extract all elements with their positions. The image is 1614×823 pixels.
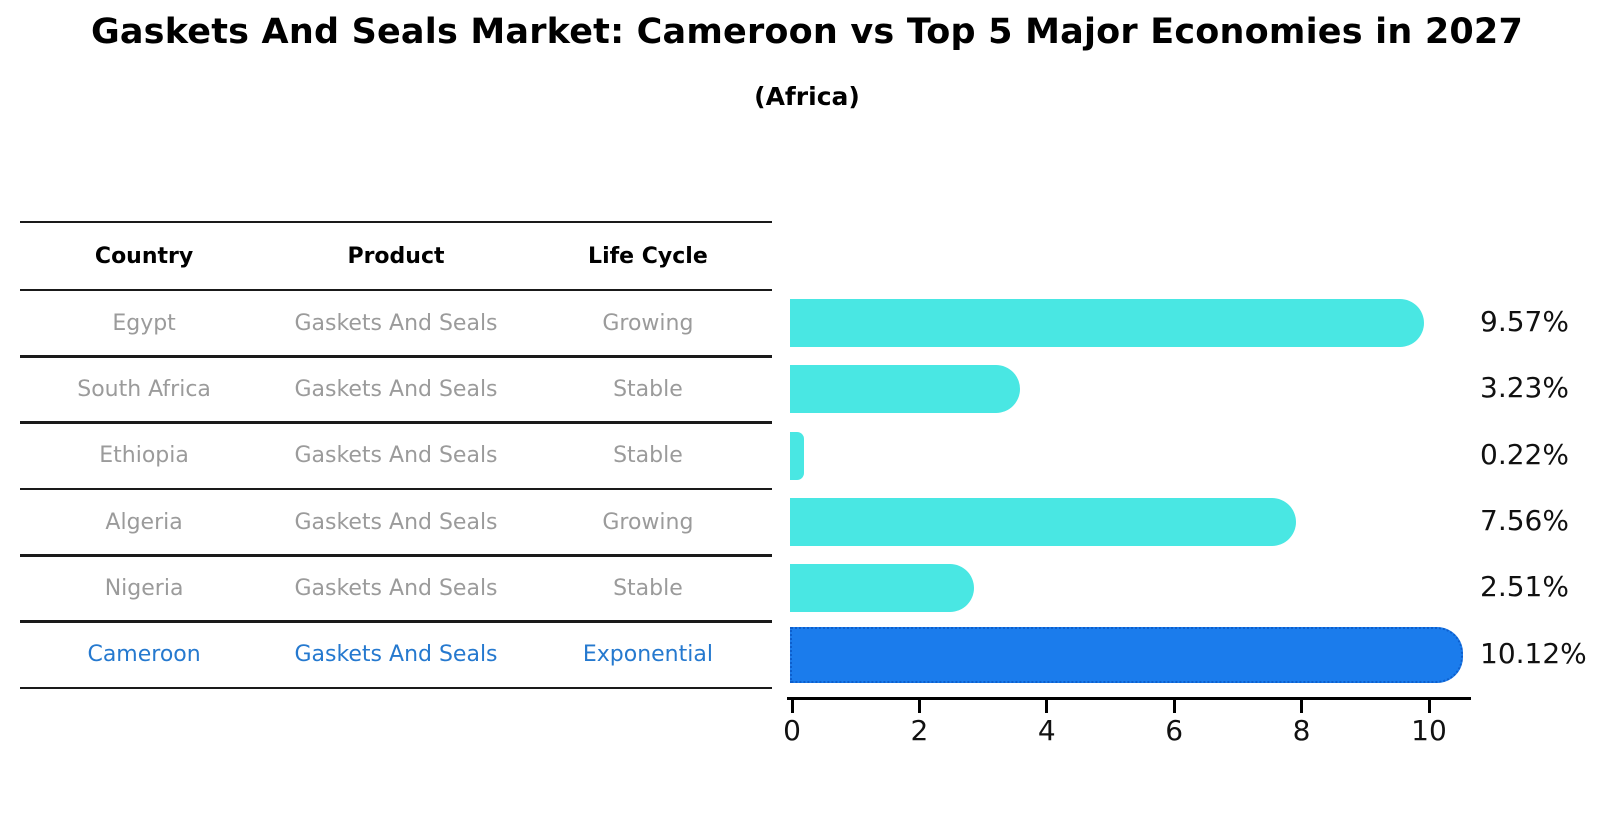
column-header-country: Country bbox=[94, 243, 194, 269]
x-axis-tick-label: 0 bbox=[783, 714, 801, 747]
x-axis-tick-label: 10 bbox=[1411, 714, 1447, 747]
x-axis-tick bbox=[917, 700, 921, 713]
bar-ethiopia bbox=[790, 431, 804, 480]
cell-life-cycle: Stable bbox=[613, 575, 683, 601]
cell-product: Gaskets And Seals bbox=[294, 509, 498, 535]
x-axis-tick bbox=[790, 700, 794, 713]
x-axis-tick bbox=[1300, 700, 1304, 713]
x-axis-tick-label: 2 bbox=[910, 714, 929, 747]
chart-subtitle: (Africa) bbox=[754, 82, 860, 111]
bar-value-label: 7.56% bbox=[1480, 504, 1569, 538]
table-top-rule bbox=[20, 220, 772, 224]
cell-life-cycle: Stable bbox=[613, 443, 683, 469]
cell-product: Gaskets And Seals bbox=[294, 443, 498, 469]
chart-title: Gaskets And Seals Market: Cameroon vs To… bbox=[90, 12, 1524, 52]
cell-country: Cameroon bbox=[87, 642, 201, 668]
cell-product: Gaskets And Seals bbox=[294, 642, 498, 668]
bar-value-label: 3.23% bbox=[1480, 371, 1569, 405]
cell-product: Gaskets And Seals bbox=[294, 310, 498, 336]
x-axis-tick-label: 6 bbox=[1165, 714, 1184, 747]
cell-product: Gaskets And Seals bbox=[294, 575, 498, 601]
x-axis-tick bbox=[1045, 700, 1049, 713]
bar-nigeria bbox=[790, 564, 974, 613]
table-row-ethiopia: Ethiopia Gaskets And Seals Stable bbox=[20, 423, 772, 489]
cell-life-cycle: Exponential bbox=[582, 642, 713, 668]
cell-country: Algeria bbox=[105, 509, 183, 535]
x-axis-tick-label: 8 bbox=[1292, 714, 1311, 747]
bar-south-africa bbox=[790, 365, 1020, 414]
bar-value-label: 10.12% bbox=[1480, 636, 1587, 670]
cell-life-cycle: Growing bbox=[602, 310, 694, 336]
table-bottom-rule bbox=[20, 686, 772, 690]
bar-egypt bbox=[790, 299, 1424, 348]
bar-value-label: 2.51% bbox=[1480, 570, 1569, 604]
table-row-south-africa: South Africa Gaskets And Seals Stable bbox=[20, 356, 772, 422]
x-axis-tick-label: 4 bbox=[1037, 714, 1056, 747]
bar-value-label: 0.22% bbox=[1480, 437, 1569, 471]
table-row-rule bbox=[20, 487, 772, 491]
cell-country: Nigeria bbox=[104, 575, 184, 601]
x-axis-spine bbox=[787, 697, 1471, 700]
cell-life-cycle: Stable bbox=[613, 376, 683, 402]
bar-cameroon bbox=[790, 626, 1463, 683]
cell-life-cycle: Growing bbox=[602, 509, 694, 535]
cell-country: Ethiopia bbox=[99, 443, 189, 469]
cell-product: Gaskets And Seals bbox=[294, 376, 498, 402]
table-row-rule bbox=[20, 288, 772, 292]
table-row-algeria: Algeria Gaskets And Seals Growing bbox=[20, 489, 772, 555]
column-header-life-cycle: Life Cycle bbox=[588, 243, 708, 269]
table-row-cameroon: Cameroon Gaskets And Seals Exponential bbox=[20, 622, 772, 688]
table-row-rule bbox=[20, 421, 772, 424]
bar-algeria bbox=[790, 498, 1296, 547]
table-row-nigeria: Nigeria Gaskets And Seals Stable bbox=[20, 555, 772, 621]
table-row-rule bbox=[20, 620, 772, 623]
table-row-rule bbox=[20, 355, 772, 358]
cell-country: South Africa bbox=[77, 376, 211, 402]
column-header-product: Product bbox=[347, 243, 445, 269]
x-axis-tick bbox=[1172, 700, 1176, 713]
bar-value-label: 9.57% bbox=[1480, 305, 1569, 339]
cell-country: Egypt bbox=[112, 310, 176, 336]
x-axis-tick bbox=[1427, 700, 1431, 713]
table-header-row: Country Product Life Cycle bbox=[20, 222, 772, 290]
table-row-rule bbox=[20, 554, 772, 557]
table-row-egypt: Egypt Gaskets And Seals Growing bbox=[20, 290, 772, 356]
